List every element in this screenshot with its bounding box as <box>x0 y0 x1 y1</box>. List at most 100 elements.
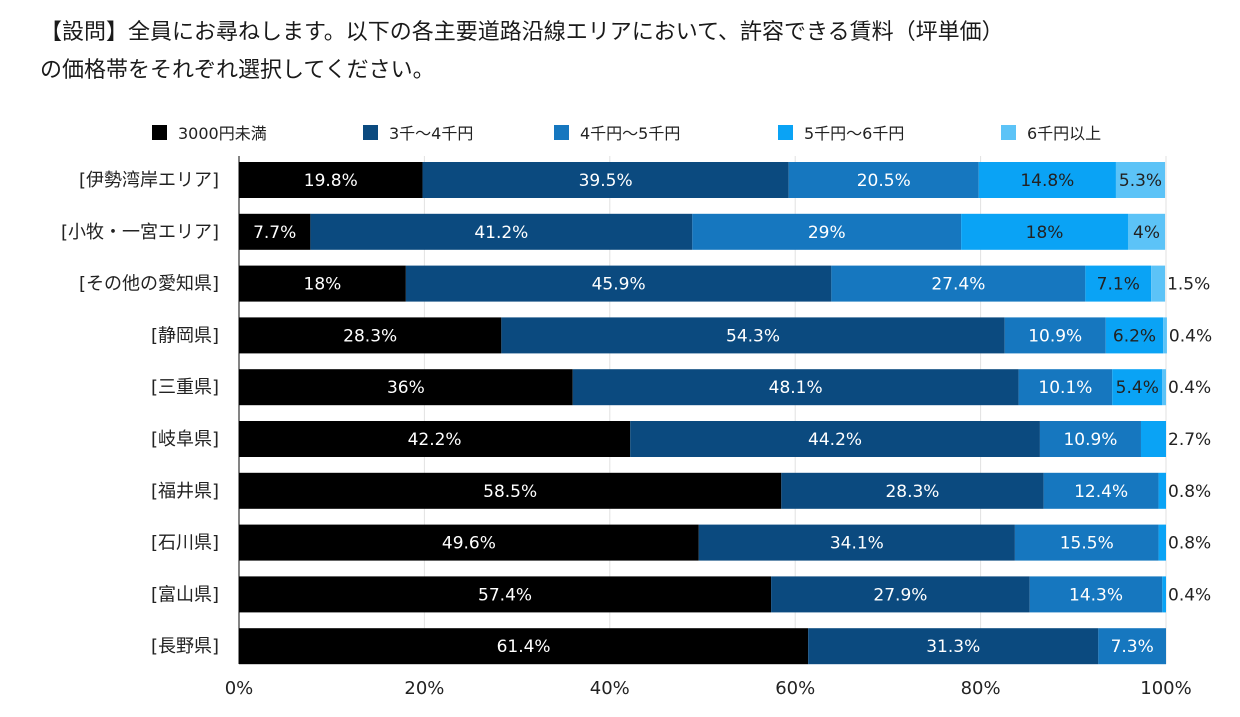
bar-segment <box>630 421 1040 457</box>
bar-segment <box>1151 265 1166 302</box>
x-tick-label: 60% <box>775 678 815 699</box>
category-label: [岐阜県] <box>151 429 219 450</box>
data-label: 7.1% <box>1097 275 1140 295</box>
data-label: 61.4% <box>497 637 551 657</box>
bar-segment <box>771 576 1030 613</box>
data-label: 27.9% <box>873 585 927 605</box>
category-label: [石川県] <box>151 533 219 554</box>
data-label: 36% <box>387 378 425 398</box>
bar-segment <box>978 162 1116 198</box>
bar-segment <box>239 265 406 302</box>
bar-segment <box>1029 576 1163 613</box>
bar-segment <box>1105 317 1164 354</box>
bar-segment <box>572 369 1019 406</box>
x-tick-label: 80% <box>961 678 1001 699</box>
legend-label: 4千円〜5千円 <box>580 124 680 143</box>
legend-label: 6千円以上 <box>1027 124 1101 143</box>
bar-segment <box>239 628 809 665</box>
data-label: 28.3% <box>343 326 397 346</box>
data-label: 0.4% <box>1168 585 1211 605</box>
data-label: 58.5% <box>483 482 537 502</box>
legend-swatch <box>554 125 569 140</box>
data-label: 0.4% <box>1169 326 1212 346</box>
data-label: 18% <box>304 275 342 295</box>
bar-segment <box>239 317 502 354</box>
legend-swatch <box>363 125 378 140</box>
data-label: 4% <box>1133 223 1160 243</box>
legend-swatch <box>152 125 167 140</box>
bar-segment <box>1158 524 1166 561</box>
bar-segment <box>1085 265 1152 302</box>
data-label: 20.5% <box>857 171 911 191</box>
data-label: 44.2% <box>808 430 862 450</box>
data-label: 0.8% <box>1168 534 1211 554</box>
legend-label: 3千〜4千円 <box>389 124 473 143</box>
bar-segment <box>831 265 1086 302</box>
bar-segment <box>961 213 1128 250</box>
question-line-2: の価格帯をそれぞれ選択してください。 <box>40 58 435 83</box>
question-line-1: 【設問】全員にお尋ねします。以下の各主要道路沿線エリアにおいて、許容できる賃料（… <box>40 20 1004 45</box>
legend-label: 3000円未満 <box>178 124 267 143</box>
data-label: 45.9% <box>592 275 646 295</box>
data-label: 5.4% <box>1116 378 1159 398</box>
bar-segment <box>405 265 832 302</box>
bar-segment <box>698 524 1015 561</box>
legend-label: 5千円〜6千円 <box>804 124 904 143</box>
category-label: [長野県] <box>151 636 219 657</box>
data-label: 14.3% <box>1069 585 1123 605</box>
data-label: 54.3% <box>726 326 780 346</box>
data-label: 19.8% <box>304 171 358 191</box>
category-label: [小牧・一宮エリア] <box>61 222 219 243</box>
data-label: 15.5% <box>1060 534 1114 554</box>
data-label: 7.3% <box>1111 637 1154 657</box>
data-label: 7.7% <box>253 223 296 243</box>
bar-segment <box>1098 628 1166 665</box>
bar-segment <box>239 472 782 509</box>
bar-segment <box>239 213 311 250</box>
data-label: 12.4% <box>1074 482 1128 502</box>
data-label: 34.1% <box>830 534 884 554</box>
bar-segment <box>1162 576 1166 613</box>
data-label: 0.8% <box>1168 482 1211 502</box>
data-label: 48.1% <box>769 378 823 398</box>
category-label: [福井県] <box>151 481 219 502</box>
legend-swatch <box>778 125 793 140</box>
bar-segment <box>1014 524 1159 561</box>
bar-segment <box>239 162 423 198</box>
data-label: 42.2% <box>408 430 462 450</box>
bar-segment <box>1115 162 1166 198</box>
bar-segment <box>239 576 772 613</box>
data-label: 29% <box>808 223 846 243</box>
category-label: [伊勢湾岸エリア] <box>79 170 219 191</box>
bar-segment <box>1158 472 1166 509</box>
data-label: 2.7% <box>1168 430 1211 450</box>
bar-segment <box>239 369 573 406</box>
data-label: 10.9% <box>1063 430 1117 450</box>
bar-segment <box>781 472 1044 509</box>
legend-swatch <box>1001 125 1016 140</box>
data-label: 14.8% <box>1020 171 1074 191</box>
data-label: 10.9% <box>1028 326 1082 346</box>
category-label: [静岡県] <box>151 325 219 346</box>
data-label: 57.4% <box>478 585 532 605</box>
data-label: 31.3% <box>926 637 980 657</box>
question-title: 【設問】全員にお尋ねします。以下の各主要道路沿線エリアにおいて、許容できる賃料（… <box>40 14 1220 90</box>
data-label: 41.2% <box>474 223 528 243</box>
bar-segment <box>1162 369 1166 406</box>
bar-segment <box>788 162 979 198</box>
data-label: 28.3% <box>885 482 939 502</box>
bar-segment <box>239 421 631 457</box>
bar-segment <box>1112 369 1163 406</box>
bar-segment <box>1043 472 1159 509</box>
data-label: 10.1% <box>1038 378 1092 398</box>
x-tick-label: 0% <box>225 678 254 699</box>
x-tick-label: 40% <box>590 678 630 699</box>
data-label: 0.4% <box>1168 378 1211 398</box>
data-label: 18% <box>1026 223 1064 243</box>
bar-segment <box>422 162 789 198</box>
data-label: 1.5% <box>1167 275 1210 295</box>
bar-segment <box>692 213 962 250</box>
bar-segment <box>1163 317 1167 354</box>
